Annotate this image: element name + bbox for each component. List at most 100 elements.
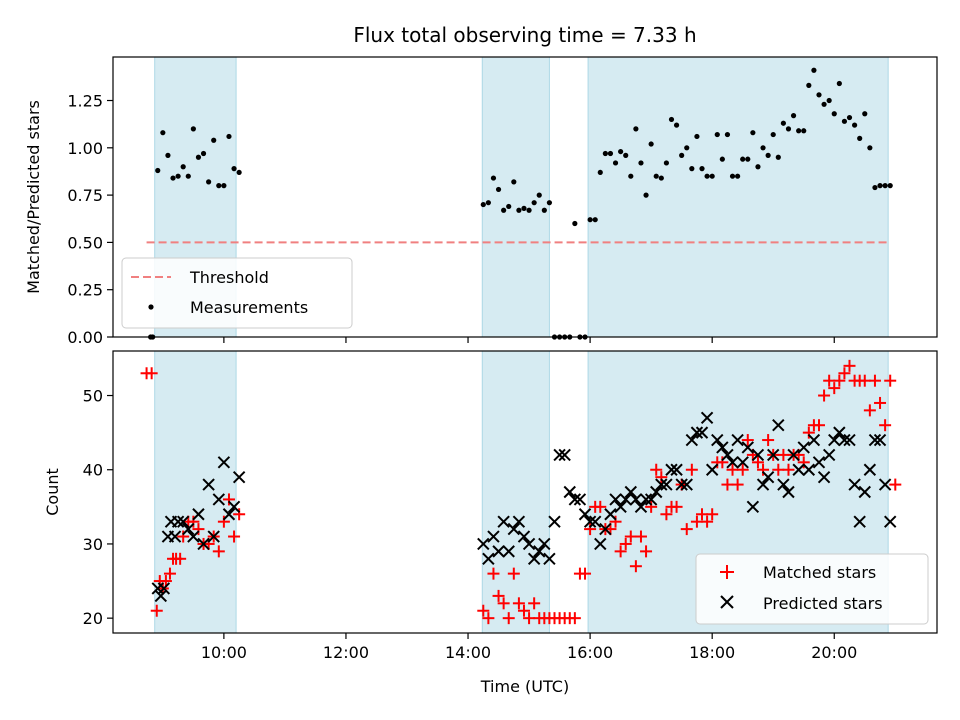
predicted-star-marker [573, 493, 587, 506]
matched-star-marker [655, 471, 668, 484]
predicted-star-marker [873, 433, 887, 447]
legend-threshold-label: Threshold [189, 268, 269, 287]
measurement-point [628, 173, 634, 179]
measurement-point [607, 150, 614, 157]
predicted-star-marker [700, 411, 714, 424]
measurement-point [618, 148, 624, 155]
matched-star-marker [594, 500, 607, 513]
predicted-star-marker [711, 433, 724, 447]
matched-star-marker [492, 589, 505, 602]
measurement-point [638, 160, 644, 166]
predicted-star-marker [807, 433, 821, 447]
predicted-star-marker [797, 441, 810, 454]
predicted-star-marker [171, 515, 185, 528]
matched-star-marker [726, 463, 739, 476]
top-y-axis-label: Matched/Predicted stars [24, 100, 43, 294]
measurement-point [648, 141, 654, 147]
predicted-star-marker [741, 441, 754, 454]
predicted-star-marker [705, 463, 719, 476]
y-tick-label: 0.50 [67, 233, 103, 252]
matched-star-marker [212, 545, 225, 558]
measurement-point [485, 200, 491, 206]
matched-star-marker [874, 396, 887, 409]
shaded-region [587, 56, 889, 338]
measurement-point [724, 131, 731, 138]
measurement-point [643, 192, 649, 198]
measurement-point [180, 164, 186, 170]
predicted-star-marker [822, 448, 836, 462]
measurement-point [679, 152, 685, 158]
predicted-star-marker [578, 508, 592, 521]
measurement-point [226, 133, 232, 140]
predicted-star-marker [583, 515, 597, 528]
x-tick-label: 16:00 [567, 643, 613, 662]
matched-star-marker [680, 523, 693, 536]
chart-title: Flux total observing time = 7.33 h [353, 23, 696, 47]
measurement-point [836, 80, 842, 87]
predicted-star-marker [802, 463, 816, 476]
measurement-point [755, 164, 761, 170]
x-axis-label: Time (UTC) [480, 677, 569, 696]
predicted-star-marker [675, 478, 688, 491]
predicted-star-marker [863, 463, 877, 476]
measurement-point [541, 207, 547, 213]
predicted-star-marker [588, 515, 602, 528]
predicted-star-marker [599, 522, 612, 536]
matched-star-marker [619, 537, 632, 550]
measurement-point [221, 183, 227, 189]
predicted-star-marker [883, 515, 897, 528]
predicted-star-marker [716, 441, 729, 454]
measurement-point [231, 166, 237, 172]
measurement-point [521, 205, 527, 211]
measurement-point [806, 82, 812, 88]
predicted-star-marker [624, 485, 638, 499]
matched-star-marker [645, 500, 658, 513]
predicted-star-marker [187, 530, 200, 543]
y-tick-label: 1.00 [67, 139, 103, 158]
matched-star-marker [818, 389, 831, 402]
predicted-star-marker [543, 552, 556, 565]
matched-star-marker [823, 374, 836, 387]
measurement-point [750, 130, 756, 136]
measurement-point [211, 137, 217, 143]
measurement-point [597, 169, 603, 176]
matched-star-marker [528, 597, 541, 610]
measurement-point [740, 156, 746, 162]
predicted-star-marker [680, 478, 693, 491]
matched-star-marker [777, 448, 790, 461]
matched-star-marker [217, 515, 230, 528]
predicted-star-marker [878, 478, 892, 491]
predicted-star-marker [751, 448, 765, 462]
measurement-point [526, 207, 532, 213]
measurement-point [587, 217, 593, 223]
predicted-star-marker [853, 515, 866, 528]
predicted-star-marker [207, 530, 220, 543]
predicted-star-marker [154, 589, 168, 603]
matched-star-marker [716, 456, 729, 469]
measurement-point [633, 126, 639, 132]
measurement-point [877, 183, 883, 189]
measurement-point [841, 118, 848, 124]
measurement-point [790, 113, 797, 119]
y-tick-label: 20 [83, 609, 103, 628]
matched-star-marker [660, 508, 673, 521]
predicted-star-marker [232, 470, 246, 484]
matched-star-marker [868, 374, 881, 387]
predicted-star-marker [817, 470, 831, 484]
bottom-y-axis-label: Count [43, 468, 62, 516]
predicted-star-marker [176, 515, 190, 528]
measurement-point [623, 152, 629, 158]
matched-star-marker [187, 515, 200, 528]
measurement-point [887, 183, 893, 189]
predicted-star-marker [685, 433, 699, 447]
matched-star-marker [609, 515, 622, 528]
measurement-point [501, 207, 507, 213]
measurement-point [170, 175, 176, 181]
matched-star-marker [741, 434, 754, 447]
predicted-star-marker [726, 456, 739, 469]
matched-star-marker [879, 419, 892, 432]
predicted-star-marker [828, 433, 841, 447]
matched-star-marker [487, 567, 500, 580]
predicted-star-marker [197, 537, 210, 551]
